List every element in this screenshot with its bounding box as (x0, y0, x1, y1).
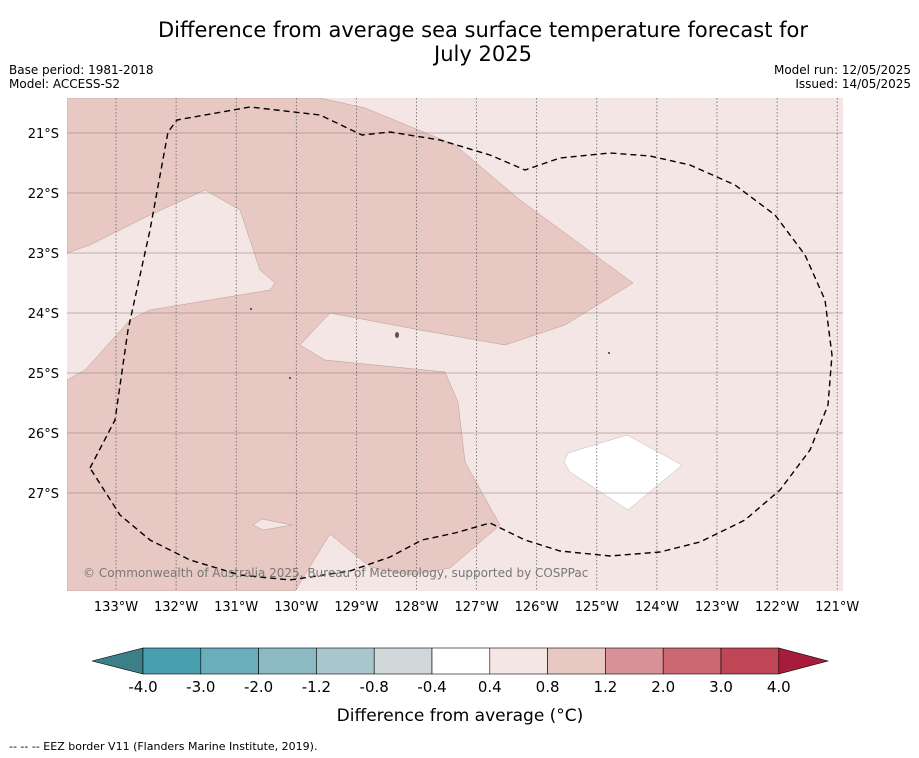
colorbar-swatch (200, 647, 259, 675)
colorbar-tick-label: -0.4 (417, 678, 446, 696)
colorbar-tick-label: 0.8 (536, 678, 560, 696)
longitude-label: 123°W (695, 600, 739, 615)
longitude-label: 124°W (635, 600, 679, 615)
colorbar-tick-label: 3.0 (709, 678, 733, 696)
eez-footnote: -- -- -- EEZ border V11 (Flanders Marine… (9, 740, 318, 753)
longitude-label: 129°W (334, 600, 378, 615)
longitude-label: 125°W (575, 600, 619, 615)
colorbar-swatch (605, 647, 664, 675)
longitude-label: 122°W (755, 600, 799, 615)
colorbar-over-triangle (778, 647, 830, 675)
colorbar-tick-label: -1.2 (302, 678, 331, 696)
islands (250, 308, 610, 379)
island-marker (250, 308, 252, 310)
base-period: Base period: 1981-2018 (9, 63, 154, 77)
colorbar-swatch (431, 647, 491, 675)
longitude-label: 127°W (455, 600, 499, 615)
copyright-watermark: © Commonwealth of Australia 2025, Bureau… (83, 566, 588, 580)
colorbar-under-triangle (91, 647, 144, 675)
island-marker (289, 377, 291, 379)
anomaly-region-northern (67, 98, 634, 591)
title-line-2: July 2025 (434, 42, 532, 66)
eez-border-line (89, 106, 833, 581)
latitude-gridlines (67, 132, 843, 494)
colorbar-tick-label: 2.0 (651, 678, 675, 696)
colorbar-tick-label: -3.0 (186, 678, 215, 696)
map-title: Difference from average sea surface temp… (0, 18, 919, 66)
anomaly-region-neutral (563, 434, 683, 511)
latitude-label: 27°S (28, 487, 59, 502)
map-figure: © Commonwealth of Australia 2025, Bureau… (28, 98, 860, 726)
meta-right: Model run: 12/05/2025 Issued: 14/05/2025 (774, 63, 911, 91)
colorbar-tick-label: 1.2 (593, 678, 617, 696)
colorbar-swatch (720, 647, 780, 675)
anomaly-region-small (252, 518, 293, 531)
longitude-gridlines (115, 98, 838, 591)
colorbar-swatch (373, 647, 433, 675)
latitude-labels: 21°S 22°S 23°S 24°S 25°S 26°S 27°S (28, 127, 59, 502)
longitude-label: 131°W (214, 600, 258, 615)
colorbar-tick-label: -0.8 (360, 678, 389, 696)
colorbar-swatch (142, 647, 202, 675)
colorbar-label: Difference from average (°C) (337, 706, 584, 726)
title-line-1: Difference from average sea surface temp… (158, 18, 808, 42)
colorbar-tick-labels: -4.0 -3.0 -2.0 -1.2 -0.8 -0.4 0.4 0.8 1.2 2.0 3.0 4… (128, 678, 790, 696)
colorbar-swatch (316, 647, 375, 675)
longitude-labels: 133°W 132°W 131°W 130°W 129°W 128°W 127°W 126°W… (94, 600, 860, 615)
latitude-label: 21°S (28, 127, 59, 142)
island-marker (608, 352, 610, 354)
latitude-label: 24°S (28, 307, 59, 322)
longitude-label: 130°W (274, 600, 318, 615)
sst-anomaly-fields (67, 98, 683, 591)
colorbar-swatch (547, 647, 606, 675)
longitude-label: 121°W (815, 600, 859, 615)
latitude-label: 23°S (28, 247, 59, 262)
island-marker (395, 332, 399, 338)
longitude-label: 126°W (515, 600, 559, 615)
colorbar-tick-label: 0.4 (478, 678, 502, 696)
meta-left: Base period: 1981-2018 Model: ACCESS-S2 (9, 63, 154, 91)
longitude-label: 132°W (154, 600, 198, 615)
issued-date: Issued: 14/05/2025 (795, 77, 911, 91)
colorbar-swatch (489, 647, 548, 675)
model-run: Model run: 12/05/2025 (773, 63, 911, 77)
colorbar-tick-label: -2.0 (244, 678, 273, 696)
longitude-label: 133°W (94, 600, 138, 615)
model-name: Model: ACCESS-S2 (9, 77, 121, 91)
colorbar (91, 647, 830, 675)
colorbar-swatch (258, 647, 317, 675)
colorbar-tick-label: 4.0 (767, 678, 791, 696)
latitude-label: 22°S (28, 187, 59, 202)
colorbar-swatch (662, 647, 722, 675)
longitude-label: 128°W (394, 600, 438, 615)
latitude-label: 25°S (28, 367, 59, 382)
colorbar-tick-label: -4.0 (128, 678, 157, 696)
latitude-label: 26°S (28, 427, 59, 442)
